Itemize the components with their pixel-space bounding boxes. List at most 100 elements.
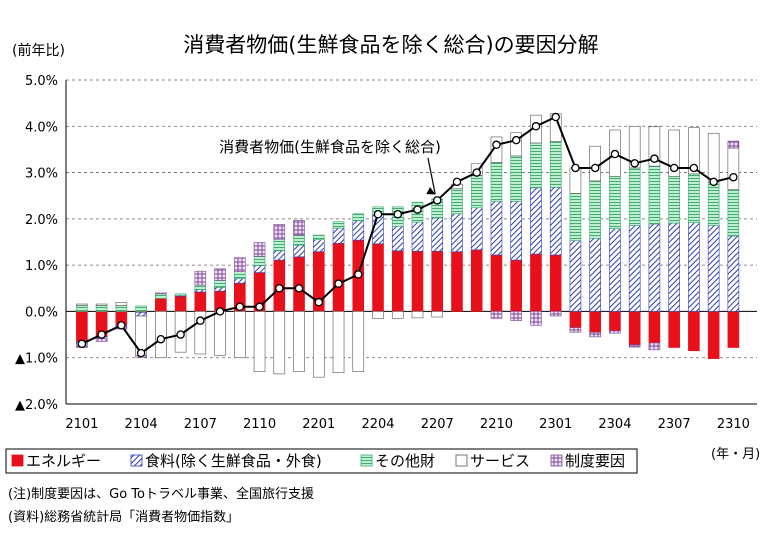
bar-segment-2	[549, 187, 562, 256]
legend-label: その他財	[375, 452, 435, 470]
x-tick-label: 2301	[539, 417, 572, 432]
bar-segment-3	[293, 234, 305, 246]
cpi-point	[294, 284, 304, 293]
bar-segment-4	[155, 311, 167, 359]
cpi-point	[492, 140, 501, 150]
cpi-point	[354, 270, 363, 279]
bar-segment-1	[332, 243, 345, 312]
x-tick-label: 2110	[243, 417, 276, 432]
bar-segment-4	[707, 132, 720, 183]
x-tick-label: 2101	[65, 417, 98, 432]
bar-segment-4	[431, 311, 444, 318]
bar-segment-3	[688, 173, 700, 223]
bar-segment-1	[589, 311, 601, 333]
source-note: (資料)総務省統計局「消費者物価指数」	[8, 510, 240, 525]
bar-segment-4	[589, 145, 601, 182]
legend-label: 制度要因	[565, 452, 625, 470]
bar-segment-3	[569, 193, 582, 241]
cpi-point	[393, 209, 403, 219]
x-tick-label: 2304	[598, 417, 631, 432]
x-tick-label: 2104	[125, 417, 158, 432]
bar-segment-4	[628, 125, 641, 169]
legend-swatch	[360, 454, 373, 467]
bar-segment-4	[727, 147, 740, 190]
bar-segment-3	[332, 221, 345, 229]
bar-segment-1	[668, 311, 680, 348]
cpi-point	[432, 196, 442, 205]
y-tick-label: 3.0%	[25, 167, 58, 182]
bar-segment-5	[234, 257, 246, 272]
cpi-point	[136, 348, 146, 358]
bar-segment-3	[273, 238, 286, 252]
bar-segment-3	[174, 293, 187, 296]
bar-segment-4	[688, 127, 700, 175]
y-tick-label: 5.0%	[25, 74, 58, 89]
bar-segment-2	[589, 237, 601, 312]
annotation-arrowhead	[426, 187, 436, 195]
legend-swatch	[11, 454, 24, 467]
cpi-point	[709, 177, 718, 187]
bar-segment-5	[530, 311, 542, 326]
y-tick-label: 0.0%	[25, 305, 58, 320]
bar-segment-2	[628, 225, 641, 312]
bar-segment-2	[214, 287, 226, 292]
y-axis-label: (前年比)	[12, 42, 65, 59]
bar-segment-4	[312, 311, 325, 378]
cpi-point	[413, 205, 422, 214]
x-tick-label: 2310	[717, 417, 750, 432]
legend-label: エネルギー	[26, 452, 101, 470]
bar-segment-4	[490, 136, 503, 163]
cpi-point	[472, 168, 481, 177]
y-tick-label: 2.0%	[25, 213, 58, 228]
bar-segment-5	[628, 344, 641, 348]
bar-segment-2	[234, 278, 246, 284]
bar-segment-4	[372, 311, 384, 319]
cpi-point	[314, 297, 324, 307]
x-tick-label: 2204	[361, 417, 394, 432]
bar-segment-4	[214, 311, 226, 356]
bar-segment-3	[155, 293, 167, 299]
bar-segment-5	[95, 338, 108, 342]
bar-segment-2	[135, 312, 147, 317]
bar-segment-3	[76, 305, 88, 312]
bar-segment-3	[549, 141, 562, 188]
bar-segment-2	[253, 265, 266, 273]
bar-segment-1	[391, 250, 404, 312]
bar-segment-1	[707, 311, 720, 359]
legend-swatch	[130, 454, 143, 467]
cpi-point	[334, 279, 343, 288]
y-tick-label: 1.0%	[25, 259, 58, 274]
chart-title: 消費者物価(生鮮食品を除く総合)の要因分解	[183, 33, 598, 57]
bar-segment-1	[628, 311, 641, 346]
bar-segment-2	[490, 200, 503, 256]
y-tick-labels: 5.0% 4.0% 3.0% 2.0% 1.0% 0.0% ▲1.0% ▲2.0%	[15, 74, 58, 413]
legend-box	[5, 448, 638, 474]
bar-segment-4	[115, 302, 128, 306]
bar-segment-1	[727, 311, 740, 348]
bar-segment-1	[490, 254, 503, 312]
bar-segment-2	[273, 250, 286, 261]
x-tick-labels: 2101 2104 2107 2110 2201 2204 2207 2210 2301 2304…	[65, 417, 750, 432]
legend-label: 食料(除く生鮮食品・外食)	[145, 452, 322, 470]
bar-segment-5	[194, 270, 207, 286]
cpi-point	[176, 330, 185, 339]
cpi-point	[255, 302, 264, 312]
bar-segment-1	[76, 311, 88, 342]
bar-segment-5	[273, 224, 286, 240]
legend-swatch	[550, 454, 563, 467]
bar-segment-2	[530, 187, 542, 255]
bar-segment-1	[549, 254, 562, 312]
legend-label: サービス	[470, 452, 530, 470]
bar-segment-4	[234, 311, 246, 359]
cpi-point	[669, 163, 679, 173]
legend: エネルギー 食料(除く生鮮食品・外食) その他財 サービス 制度要因	[11, 452, 625, 470]
bar-segment-3	[609, 175, 621, 229]
bar-segment-1	[174, 295, 187, 312]
bar-segment-4	[194, 311, 207, 355]
bar-segment-2	[332, 227, 345, 244]
bar-segment-4	[332, 311, 345, 373]
bar-segment-3	[253, 256, 266, 266]
bar-segment-3	[451, 188, 463, 215]
y-tick-label: ▲2.0%	[15, 398, 58, 413]
